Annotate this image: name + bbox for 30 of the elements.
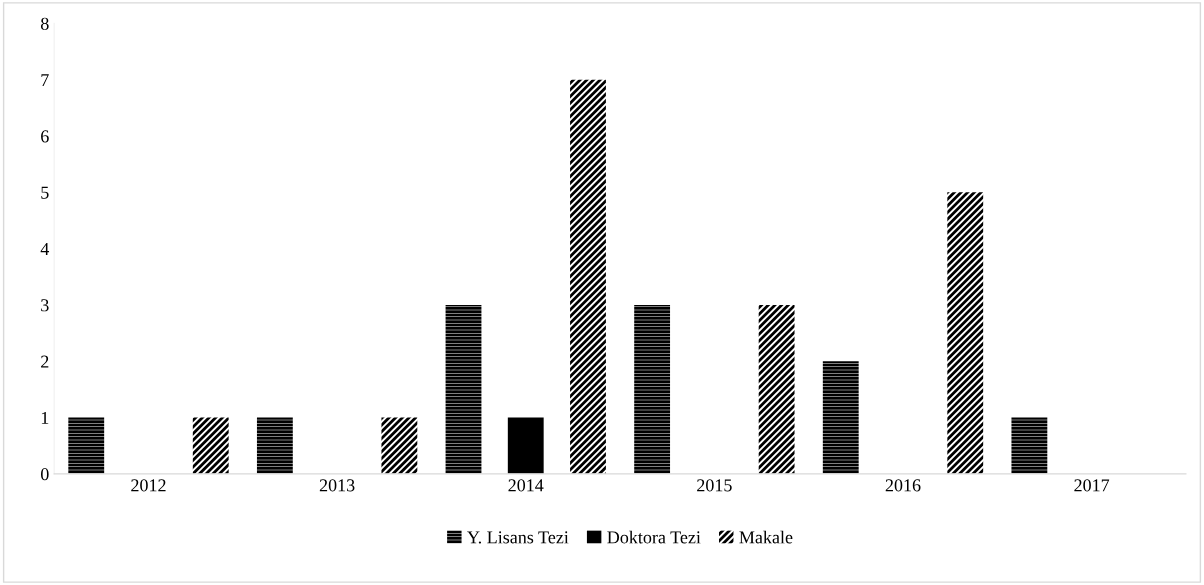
y-tick-label: 6 <box>41 130 49 143</box>
bar <box>758 304 795 474</box>
x-tick-label: 2013 <box>319 479 355 492</box>
x-tick-label: 2012 <box>131 479 166 492</box>
y-tick-label: 5 <box>41 186 49 199</box>
bar <box>507 417 544 474</box>
y-tick-label: 2 <box>41 355 49 368</box>
bar <box>1011 417 1048 474</box>
bar <box>445 304 482 474</box>
y-tick-label: 1 <box>41 411 49 424</box>
bar <box>634 304 671 474</box>
y-tick-label: 4 <box>40 243 50 255</box>
bar <box>822 361 859 474</box>
bar <box>947 192 984 474</box>
legend-label: Makale <box>739 530 793 544</box>
bar <box>192 417 229 474</box>
y-tick-label: 0 <box>40 468 49 481</box>
bar <box>381 417 418 474</box>
legend-label: Doktora Tezi <box>607 530 701 544</box>
y-tick-label: 7 <box>41 74 49 86</box>
bar <box>68 417 105 474</box>
x-tick-label: 2014 <box>508 479 544 492</box>
x-tick-label: 2017 <box>1074 479 1110 492</box>
y-tick-label: 3 <box>41 299 49 312</box>
bar <box>570 79 606 474</box>
legend-label: Y. Lisans Tezi <box>467 531 569 544</box>
bar <box>256 417 293 474</box>
y-tick-label: 8 <box>40 17 49 30</box>
x-tick-label: 2016 <box>885 479 921 492</box>
x-tick-label: 2015 <box>697 479 732 492</box>
